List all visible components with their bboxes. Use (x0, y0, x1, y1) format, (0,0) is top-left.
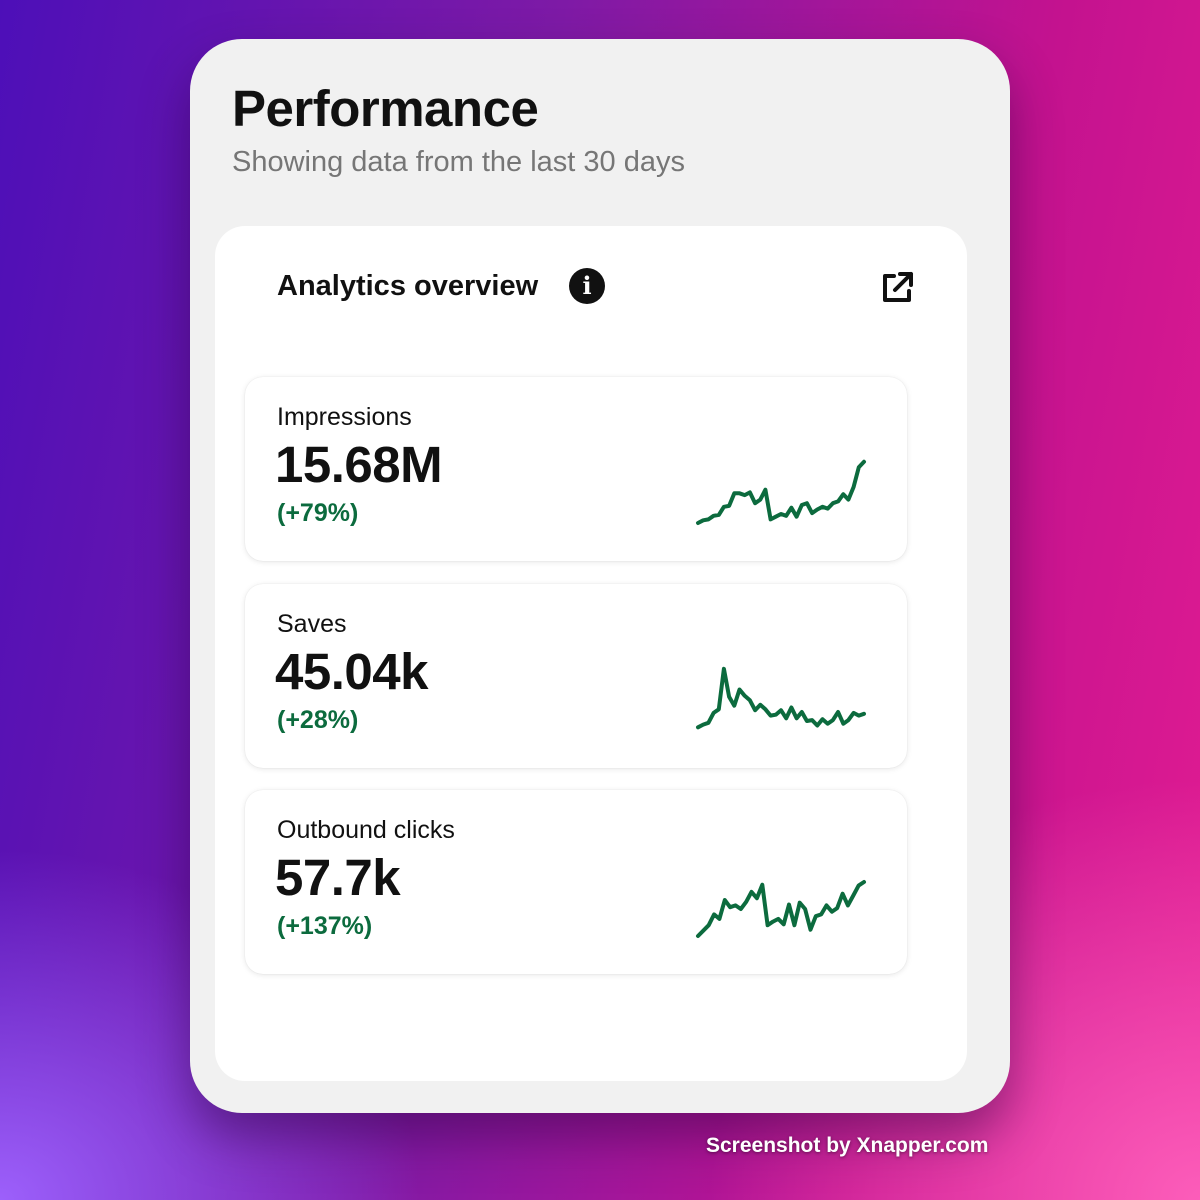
metric-card-saves[interactable]: Saves 45.04k (+28%) (245, 584, 907, 768)
outbound-clicks-sparkline (696, 880, 866, 938)
saves-sparkline (696, 666, 866, 730)
metric-card-outbound-clicks[interactable]: Outbound clicks 57.7k (+137%) (245, 790, 907, 974)
metric-change: (+137%) (277, 912, 373, 940)
page-title: Performance (232, 80, 539, 137)
performance-panel: Performance Showing data from the last 3… (190, 39, 1010, 1113)
metric-label: Saves (277, 610, 347, 638)
metric-card-impressions[interactable]: Impressions 15.68M (+79%) (245, 377, 907, 561)
sparkline-path (696, 880, 866, 938)
analytics-overview-title: Analytics overview (277, 270, 539, 302)
watermark: Screenshot by Xnapper.com (706, 1134, 989, 1157)
metric-value: 45.04k (275, 643, 429, 700)
sparkline-path (696, 459, 866, 525)
sparkline-path (696, 666, 866, 730)
metric-value: 57.7k (275, 849, 401, 906)
info-icon[interactable]: i (569, 268, 605, 304)
external-link-icon[interactable] (877, 268, 917, 308)
metric-label: Impressions (277, 403, 412, 431)
metric-value: 15.68M (275, 436, 443, 493)
page-subtitle: Showing data from the last 30 days (232, 146, 685, 178)
metric-change: (+28%) (277, 706, 359, 734)
metric-label: Outbound clicks (277, 816, 455, 844)
analytics-overview-card: Analytics overview i Impressions 15.68M … (215, 226, 967, 1081)
impressions-sparkline (696, 459, 866, 525)
metric-change: (+79%) (277, 499, 359, 527)
